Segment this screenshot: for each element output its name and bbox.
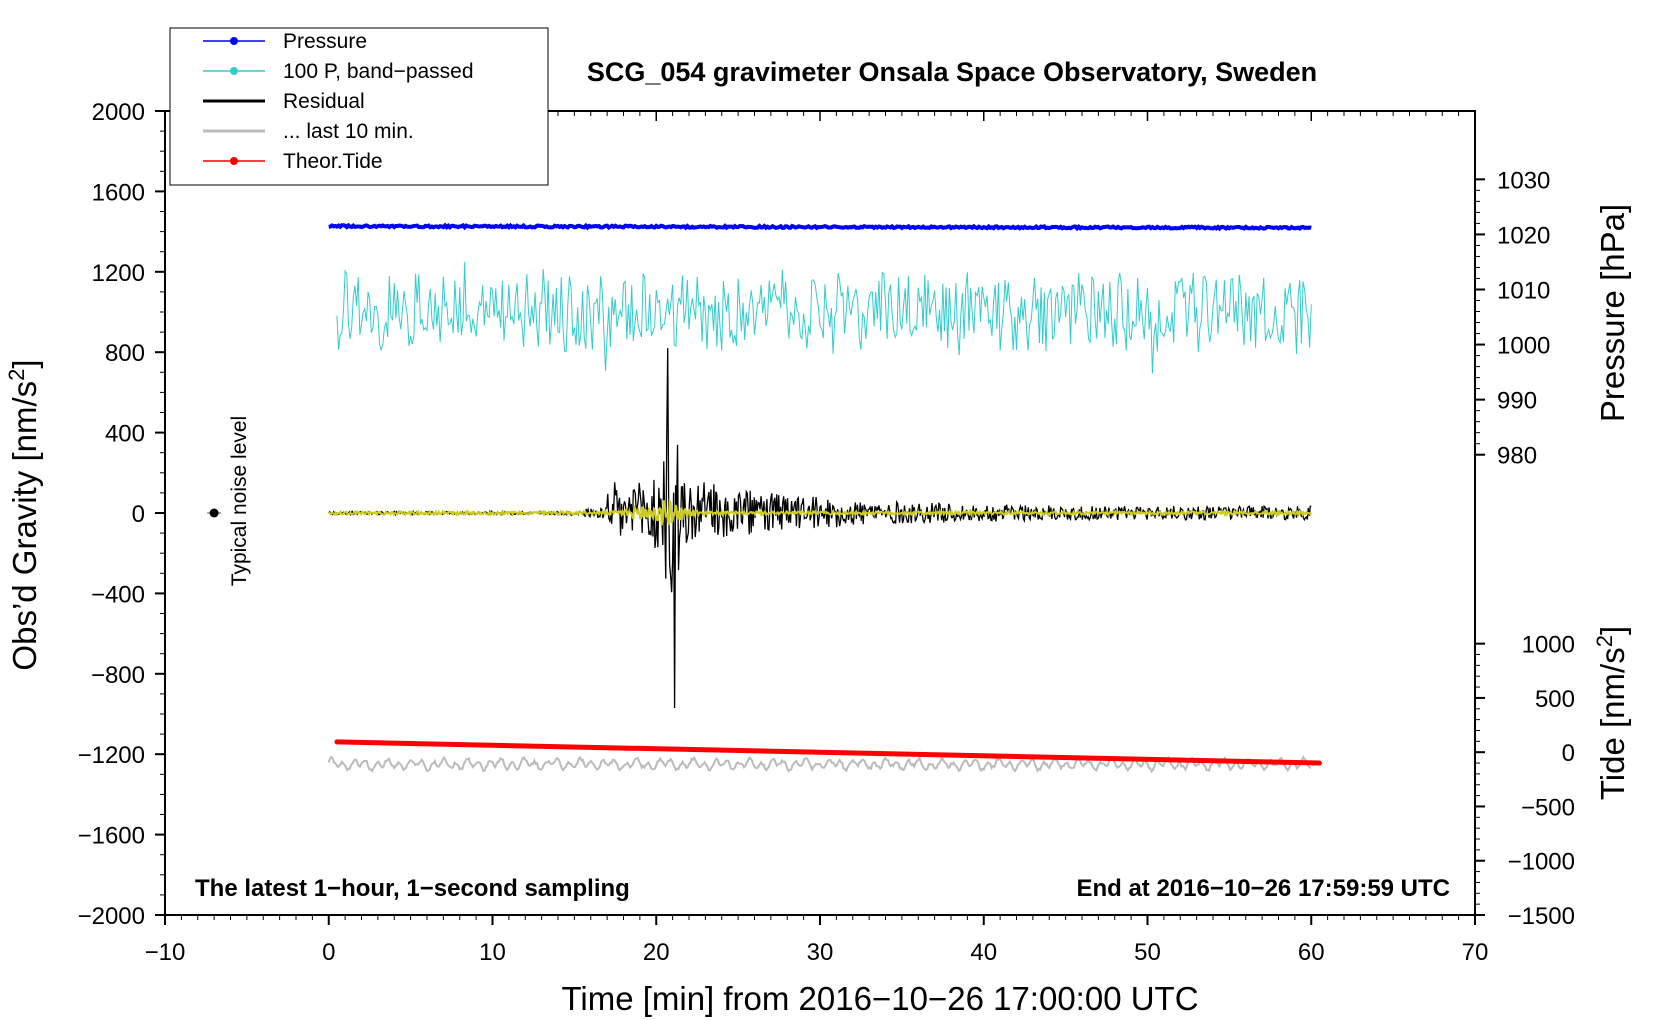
y-pressure-tick-label: 1020 bbox=[1497, 222, 1550, 249]
note-right: End at 2016−10−26 17:59:59 UTC bbox=[1076, 875, 1450, 902]
x-tick-label: 60 bbox=[1298, 939, 1325, 966]
legend-label: Residual bbox=[283, 90, 365, 113]
series-residual-line bbox=[328, 348, 1312, 708]
legend-label: Pressure bbox=[283, 30, 367, 53]
y-left-tick-label: 400 bbox=[105, 421, 145, 448]
x-tick-label: 20 bbox=[643, 939, 670, 966]
tide-label-text: Tide [nm/s bbox=[1594, 647, 1631, 800]
x-tick-label: −10 bbox=[145, 939, 186, 966]
y-left-tick-label: −800 bbox=[91, 662, 145, 689]
axes-layer: −10 0 10 20 30 40 50 60 702000160012008004000−40… bbox=[78, 99, 1575, 966]
series-pressure-line bbox=[328, 222, 1312, 232]
y-tide-tick-label: 500 bbox=[1535, 686, 1575, 713]
noise-marker-point bbox=[209, 508, 219, 518]
y-left-tick-label: −2000 bbox=[78, 903, 145, 930]
x-tick-label: 30 bbox=[807, 939, 834, 966]
x-tick-label: 0 bbox=[322, 939, 335, 966]
chart-title: SCG_054 gravimeter Onsala Space Observat… bbox=[587, 57, 1317, 87]
series-bandpassed-line bbox=[336, 261, 1312, 374]
legend-marker bbox=[230, 67, 238, 75]
noise-marker-label: Typical noise level bbox=[228, 416, 251, 586]
series-last10min-line bbox=[327, 755, 1312, 774]
series-layer bbox=[327, 222, 1322, 774]
y-left-tick-label: 1600 bbox=[92, 179, 145, 206]
y-tide-tick-label: 0 bbox=[1562, 740, 1575, 767]
noise-marker-group: Typical noise level bbox=[207, 416, 251, 586]
y-left-label-text: Obs’d Gravity [nm/s bbox=[6, 381, 43, 671]
y-pressure-tick-label: 980 bbox=[1497, 443, 1537, 470]
y-axis-left-label: Obs’d Gravity [nm/s2] bbox=[4, 359, 43, 670]
x-tick-label: 70 bbox=[1462, 939, 1489, 966]
legend-label: ... last 10 min. bbox=[283, 120, 414, 143]
tide-label-sup: 2 bbox=[1592, 635, 1617, 647]
y-tide-tick-label: −500 bbox=[1521, 794, 1575, 821]
y-left-tick-label: 2000 bbox=[92, 99, 145, 126]
y-tide-tick-label: −1500 bbox=[1508, 903, 1575, 930]
y-left-label-sup: 2 bbox=[4, 369, 29, 381]
x-tick-label: 40 bbox=[970, 939, 997, 966]
y-axis-pressure-label: Pressure [hPa] bbox=[1594, 204, 1631, 422]
y-left-label-close: ] bbox=[6, 359, 43, 368]
legend-label: Theor.Tide bbox=[283, 150, 383, 173]
y-left-tick-label: −1600 bbox=[78, 823, 145, 850]
legend-marker bbox=[230, 37, 238, 45]
tide-label-close: ] bbox=[1594, 626, 1631, 635]
x-axis-label: Time [min] from 2016−10−26 17:00:00 UTC bbox=[561, 980, 1198, 1017]
series-residual-smoothed-line bbox=[328, 498, 1313, 526]
y-tide-tick-label: 1000 bbox=[1522, 632, 1575, 659]
legend-marker bbox=[230, 157, 238, 165]
y-left-tick-label: −1200 bbox=[78, 742, 145, 769]
y-pressure-tick-label: 990 bbox=[1497, 388, 1537, 415]
y-pressure-tick-label: 1030 bbox=[1497, 167, 1550, 194]
y-pressure-tick-label: 1010 bbox=[1497, 277, 1550, 304]
x-tick-label: 50 bbox=[1134, 939, 1161, 966]
y-pressure-tick-label: 1000 bbox=[1497, 333, 1550, 360]
y-tide-tick-label: −1000 bbox=[1508, 849, 1575, 876]
legend: Pressure 100 P, band−passed Residual ... la… bbox=[169, 27, 549, 186]
note-left: The latest 1−hour, 1−second sampling bbox=[195, 875, 630, 902]
y-left-tick-label: −400 bbox=[91, 581, 145, 608]
y-left-tick-label: 0 bbox=[132, 501, 145, 528]
legend-label: 100 P, band−passed bbox=[283, 60, 474, 83]
y-left-tick-label: 800 bbox=[105, 340, 145, 367]
series-tide-line bbox=[334, 739, 1322, 766]
y-axis-tide-label: Tide [nm/s2] bbox=[1592, 626, 1631, 800]
x-tick-label: 10 bbox=[479, 939, 506, 966]
y-left-tick-label: 1200 bbox=[92, 260, 145, 287]
